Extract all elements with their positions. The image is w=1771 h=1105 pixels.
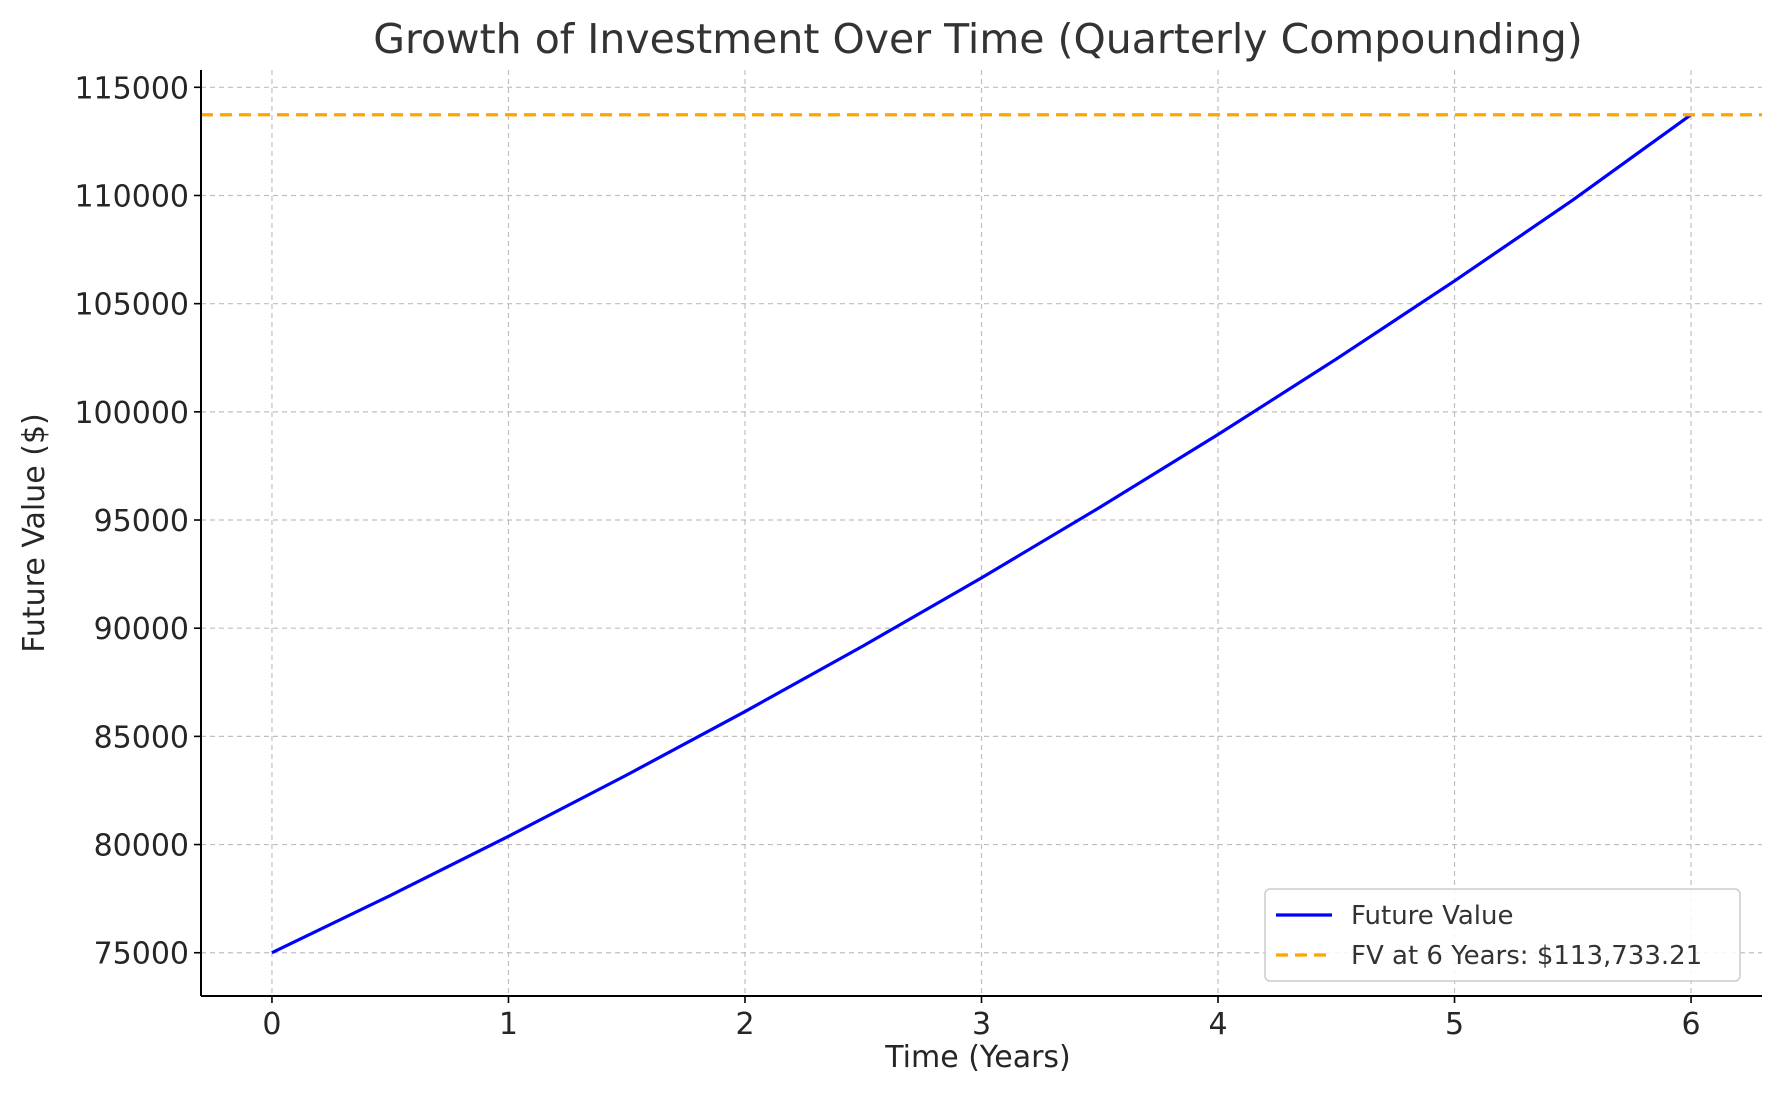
y-tick-label: 105000: [74, 288, 189, 323]
tick-labels: 0 1 2 3 4 5 6 75000 80000 85000 90000 95000 100000 10…: [74, 71, 1700, 1042]
x-tick-label: 3: [972, 1007, 991, 1042]
x-tick-label: 5: [1445, 1007, 1464, 1042]
grid: [201, 70, 1762, 996]
y-tick-label: 115000: [74, 71, 189, 106]
y-tick-label: 95000: [94, 504, 189, 539]
legend-label: FV at 6 Years: $113,733.21: [1351, 941, 1702, 971]
legend-box: [1264, 888, 1741, 982]
x-tick-label: 1: [499, 1007, 518, 1042]
x-tick-label: 6: [1681, 1007, 1700, 1042]
x-axis-label: Time (Years): [884, 1040, 1071, 1075]
x-tick-label: 4: [1208, 1007, 1227, 1042]
x-tick-label: 2: [735, 1007, 754, 1042]
y-tick-label: 75000: [94, 937, 189, 972]
series-layer: [201, 113, 1762, 955]
chart-title: Growth of Investment Over Time (Quarterl…: [373, 15, 1583, 63]
legend: Future Value FV at 6 Years: $113,733.21: [1264, 888, 1741, 982]
x-tick-label: 0: [262, 1007, 281, 1042]
y-tick-label: 110000: [74, 179, 189, 214]
y-tick-label: 80000: [94, 829, 189, 864]
future-value-line: [271, 113, 1692, 955]
y-axis-label: Future Value ($): [17, 413, 52, 653]
y-tick-label: 90000: [94, 612, 189, 647]
legend-label: Future Value: [1351, 901, 1513, 931]
y-tick-label: 85000: [94, 720, 189, 755]
y-tick-label: 100000: [74, 396, 189, 431]
